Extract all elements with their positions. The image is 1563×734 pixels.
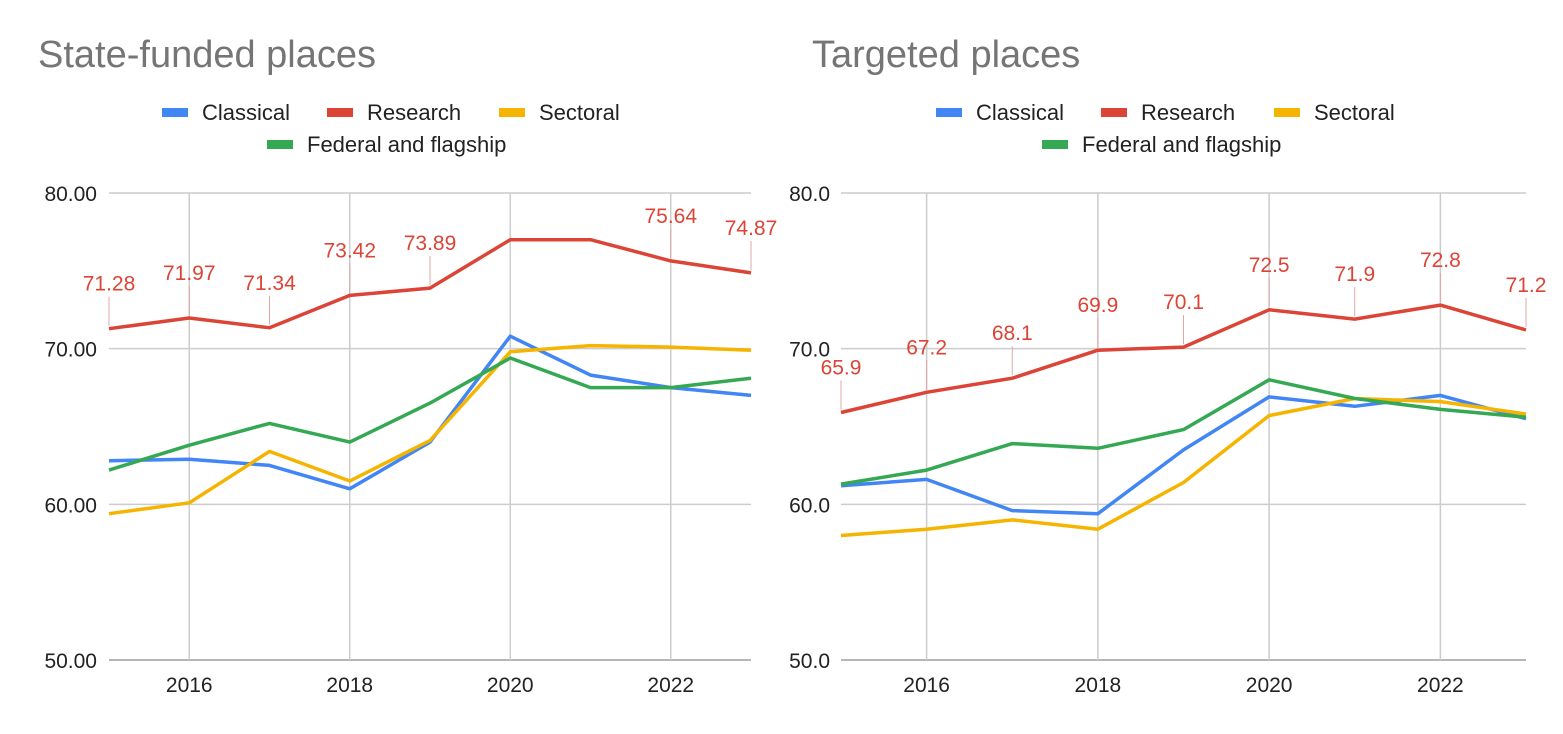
- series-line-federal-and-flagship: [840, 378, 1527, 486]
- x-tick-label: 2018: [1075, 674, 1122, 697]
- y-tick-label: 80.00: [44, 183, 97, 206]
- data-label: 65.9: [821, 356, 862, 379]
- chart-title: State-funded places: [38, 34, 377, 76]
- legend: Classical Research Sectoral Federal and fla…: [162, 100, 620, 157]
- series-line-federal-and-flagship: [108, 356, 752, 472]
- legend-item-sectoral: Sectoral: [499, 100, 620, 125]
- chart-title: Targeted places: [812, 34, 1081, 76]
- x-tick-label: 2016: [166, 674, 213, 697]
- y-tick-label: 50.00: [44, 650, 97, 673]
- data-label: 70.1: [1163, 291, 1204, 314]
- data-label: 69.9: [1077, 294, 1118, 317]
- legend-swatch: [1042, 140, 1068, 149]
- data-label: 71.28: [83, 273, 136, 296]
- data-label: 71.97: [163, 262, 216, 285]
- x-tick-label: 2020: [487, 674, 534, 697]
- y-tick-label: 60.0: [789, 494, 830, 517]
- chart-panel-state-funded: State-funded places Classical Research Sec…: [0, 0, 780, 734]
- x-tick-label: 2018: [326, 674, 373, 697]
- targeted-chart: Classical Research Sectoral Federal and fla…: [789, 100, 1547, 697]
- y-tick-label: 60.00: [44, 494, 97, 517]
- legend-swatch: [162, 108, 188, 117]
- legend-label: Sectoral: [539, 100, 620, 125]
- series-line-sectoral: [108, 343, 752, 516]
- legend-label: Classical: [976, 100, 1064, 125]
- legend-item-sectoral: Sectoral: [1274, 100, 1395, 125]
- data-label: 72.5: [1249, 254, 1290, 277]
- legend-swatch: [1274, 108, 1300, 117]
- legend-label: Research: [367, 100, 461, 125]
- data-label: 71.2: [1506, 274, 1547, 297]
- data-label: 71.34: [243, 272, 296, 295]
- legend-item-research: Research: [1101, 100, 1235, 125]
- y-tick-label: 70.0: [789, 339, 830, 362]
- state-funded-chart: Classical Research Sectoral Federal and fla…: [44, 100, 778, 697]
- legend-label: Research: [1141, 100, 1235, 125]
- data-label: 68.1: [992, 322, 1033, 345]
- y-tick-label: 50.0: [789, 650, 830, 673]
- legend-label: Federal and flagship: [1082, 132, 1281, 157]
- x-tick-label: 2022: [1417, 674, 1464, 697]
- legend-label: Sectoral: [1314, 100, 1395, 125]
- series-line-research: [108, 237, 752, 331]
- data-label: 67.2: [906, 336, 947, 359]
- data-label: 73.89: [404, 232, 457, 255]
- data-label: 72.8: [1420, 249, 1461, 272]
- chart-panel-targeted: Targeted places Classical Research Sectora…: [775, 0, 1563, 734]
- data-label: 75.64: [644, 205, 697, 228]
- y-tick-label: 70.00: [44, 339, 97, 362]
- x-tick-label: 2022: [647, 674, 694, 697]
- legend-item-federal-and-flagship: Federal and flagship: [1042, 132, 1281, 157]
- x-tick-label: 2020: [1246, 674, 1293, 697]
- series-line-sectoral: [840, 396, 1527, 538]
- data-label: 73.42: [323, 239, 376, 262]
- series-line-classical: [108, 334, 752, 491]
- legend-swatch: [499, 108, 525, 117]
- data-label: 71.9: [1334, 263, 1375, 286]
- legend-item-classical: Classical: [936, 100, 1064, 125]
- legend-item-classical: Classical: [162, 100, 290, 125]
- legend-label: Classical: [202, 100, 290, 125]
- legend-swatch: [327, 108, 353, 117]
- series-line-classical: [840, 393, 1527, 516]
- data-label: 74.87: [725, 217, 778, 240]
- series-line-research: [840, 303, 1527, 415]
- legend-item-research: Research: [327, 100, 461, 125]
- legend-swatch: [936, 108, 962, 117]
- legend-swatch: [1101, 108, 1127, 117]
- legend-swatch: [267, 140, 293, 149]
- legend: Classical Research Sectoral Federal and fla…: [936, 100, 1395, 157]
- y-tick-label: 80.0: [789, 183, 830, 206]
- legend-label: Federal and flagship: [307, 132, 506, 157]
- x-tick-label: 2016: [903, 674, 950, 697]
- legend-item-federal-and-flagship: Federal and flagship: [267, 132, 506, 157]
